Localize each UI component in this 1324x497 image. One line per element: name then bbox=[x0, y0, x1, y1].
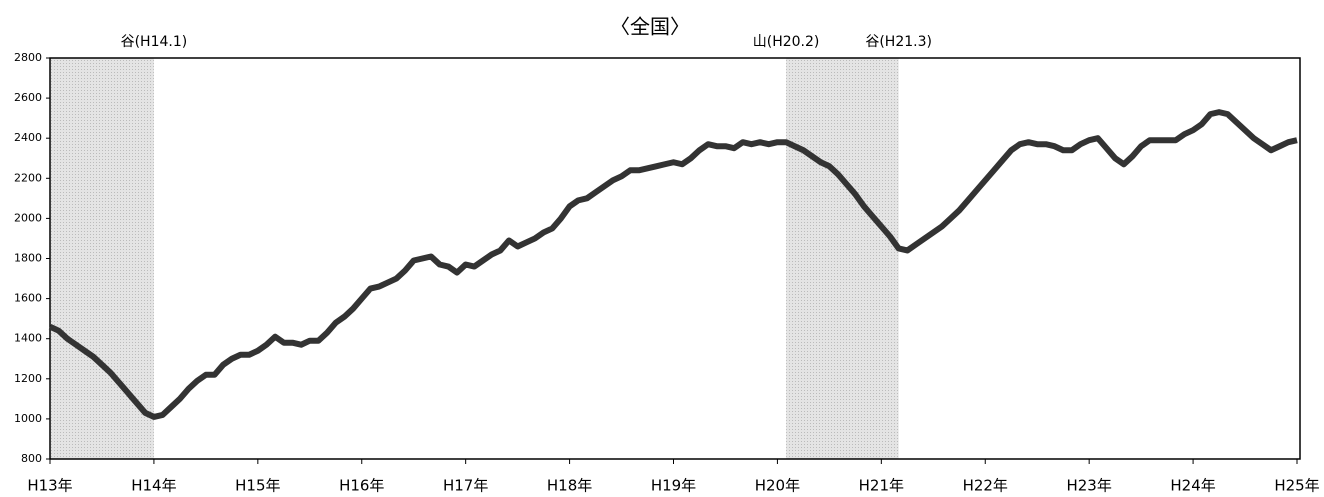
y-tick-label: 2600 bbox=[14, 91, 42, 104]
y-tick-label: 2800 bbox=[14, 51, 42, 64]
x-tick-label: H24年 bbox=[1170, 477, 1215, 495]
data-line bbox=[48, 109, 1298, 420]
x-tick-label: H17年 bbox=[443, 477, 488, 495]
x-tick-label: H21年 bbox=[859, 477, 904, 495]
x-tick-label: H25年 bbox=[1274, 477, 1319, 495]
x-tick-label: H18年 bbox=[547, 477, 592, 495]
x-tick-label: H22年 bbox=[963, 477, 1008, 495]
annotation: 谷(H14.1) bbox=[121, 34, 188, 50]
annotation: 山(H20.2) bbox=[753, 34, 820, 50]
y-tick-label: 1800 bbox=[14, 252, 42, 265]
y-tick-label: 1200 bbox=[14, 372, 42, 385]
y-tick-label: 2400 bbox=[14, 131, 42, 144]
x-tick-label: H20年 bbox=[755, 477, 800, 495]
x-tick-label: H19年 bbox=[651, 477, 696, 495]
x-tick-label: H14年 bbox=[131, 477, 176, 495]
x-tick-label: H13年 bbox=[27, 477, 72, 495]
x-tick-label: H16年 bbox=[339, 477, 384, 495]
x-tick-label: H15年 bbox=[235, 477, 280, 495]
plot-frame bbox=[49, 57, 1301, 460]
annotation: 谷(H21.3) bbox=[865, 34, 932, 50]
recession-band bbox=[786, 58, 899, 459]
y-tick-label: 2000 bbox=[14, 211, 42, 224]
y-tick-label: 1000 bbox=[14, 412, 42, 425]
x-tick-label: H23年 bbox=[1066, 477, 1111, 495]
recession-band bbox=[50, 58, 154, 459]
y-tick-label: 1400 bbox=[14, 332, 42, 345]
y-tick-label: 2200 bbox=[14, 171, 42, 184]
chart-title: 〈全国〉 bbox=[610, 15, 690, 39]
y-tick-label: 800 bbox=[21, 452, 42, 465]
y-tick-label: 1600 bbox=[14, 292, 42, 305]
